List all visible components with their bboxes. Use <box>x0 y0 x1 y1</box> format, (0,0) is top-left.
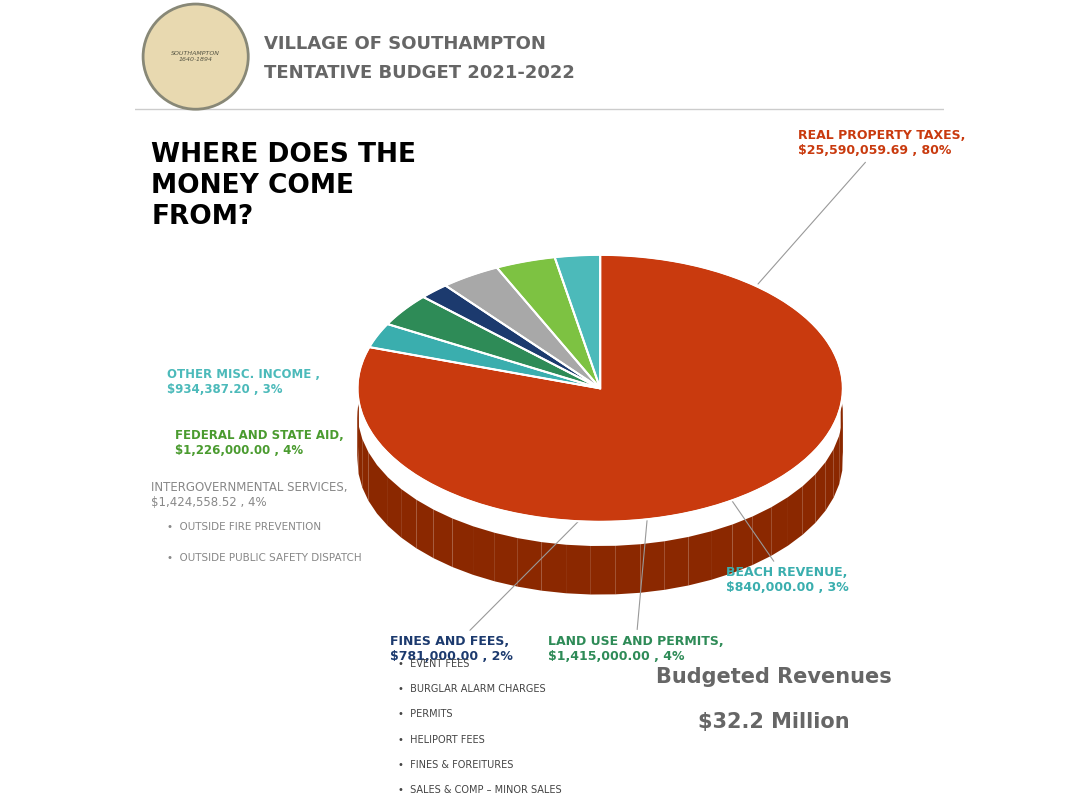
Text: TENTATIVE BUDGET 2021-2022: TENTATIVE BUDGET 2021-2022 <box>264 64 575 82</box>
Polygon shape <box>369 324 600 388</box>
Polygon shape <box>363 439 368 501</box>
Polygon shape <box>788 486 803 546</box>
Polygon shape <box>452 519 473 575</box>
Text: •  HELIPORT FEES: • HELIPORT FEES <box>398 735 484 744</box>
Polygon shape <box>641 541 665 593</box>
Text: FINES AND FEES,
$781,000.00 , 2%: FINES AND FEES, $781,000.00 , 2% <box>390 481 619 663</box>
Polygon shape <box>542 542 566 593</box>
Polygon shape <box>825 449 834 510</box>
Polygon shape <box>733 516 753 573</box>
Polygon shape <box>665 537 688 590</box>
Polygon shape <box>688 532 711 586</box>
Text: INTERGOVERNMENTAL SERVICES,
$1,424,558.52 , 4%: INTERGOVERNMENTAL SERVICES, $1,424,558.5… <box>151 481 347 510</box>
Text: BEACH REVENUE,
$840,000.00 , 3%: BEACH REVENUE, $840,000.00 , 3% <box>720 484 848 595</box>
Text: FEDERAL AND STATE AID,
$1,226,000.00 , 4%: FEDERAL AND STATE AID, $1,226,000.00 , 4… <box>176 429 344 457</box>
Polygon shape <box>434 510 452 567</box>
Polygon shape <box>423 286 600 388</box>
Text: OTHER MISC. INCOME ,
$934,387.20 , 3%: OTHER MISC. INCOME , $934,387.20 , 3% <box>167 368 320 396</box>
Text: SOUTHAMPTON
1640·1894: SOUTHAMPTON 1640·1894 <box>172 51 220 62</box>
Text: VILLAGE OF SOUTHAMPTON: VILLAGE OF SOUTHAMPTON <box>264 36 546 53</box>
Polygon shape <box>616 544 641 595</box>
Polygon shape <box>555 255 600 388</box>
Polygon shape <box>446 268 600 388</box>
Polygon shape <box>816 462 825 523</box>
Text: •  EVENT FEES: • EVENT FEES <box>398 659 469 669</box>
Polygon shape <box>495 533 518 587</box>
Text: •  SALES & COMP – MINOR SALES: • SALES & COMP – MINOR SALES <box>398 785 561 794</box>
Polygon shape <box>357 412 358 474</box>
Polygon shape <box>377 465 388 526</box>
Text: •  OUTSIDE PUBLIC SAFETY DISPATCH: • OUTSIDE PUBLIC SAFETY DISPATCH <box>167 553 361 562</box>
Polygon shape <box>358 426 363 488</box>
Polygon shape <box>841 395 843 457</box>
Polygon shape <box>753 507 771 565</box>
Polygon shape <box>357 255 843 522</box>
Polygon shape <box>518 538 542 591</box>
Polygon shape <box>357 398 359 460</box>
Polygon shape <box>388 477 401 537</box>
Text: WHERE DOES THE
MONEY COME
FROM?: WHERE DOES THE MONEY COME FROM? <box>151 142 416 230</box>
Text: •  OUTSIDE FIRE PREVENTION: • OUTSIDE FIRE PREVENTION <box>167 522 322 532</box>
Polygon shape <box>591 546 616 595</box>
Circle shape <box>144 4 248 109</box>
Polygon shape <box>771 498 788 556</box>
Polygon shape <box>473 527 495 582</box>
Polygon shape <box>839 422 843 484</box>
Polygon shape <box>416 500 434 558</box>
Polygon shape <box>803 474 816 535</box>
Text: •  FINES & FOREITURES: • FINES & FOREITURES <box>398 760 514 769</box>
Polygon shape <box>368 452 377 514</box>
Text: •  BURGLAR ALARM CHARGES: • BURGLAR ALARM CHARGES <box>398 684 546 694</box>
Text: $32.2 Million: $32.2 Million <box>698 712 850 732</box>
Text: •  PERMITS: • PERMITS <box>398 709 452 719</box>
Polygon shape <box>834 435 839 498</box>
Polygon shape <box>387 297 600 388</box>
Polygon shape <box>566 544 591 595</box>
Text: REAL PROPERTY TAXES,
$25,590,059.69 , 80%: REAL PROPERTY TAXES, $25,590,059.69 , 80… <box>759 129 966 284</box>
Polygon shape <box>711 524 733 580</box>
Text: Budgeted Revenues: Budgeted Revenues <box>656 667 892 688</box>
Polygon shape <box>496 257 600 388</box>
Polygon shape <box>401 489 416 549</box>
Text: LAND USE AND PERMITS,
$1,415,000.00 , 4%: LAND USE AND PERMITS, $1,415,000.00 , 4% <box>547 490 723 663</box>
